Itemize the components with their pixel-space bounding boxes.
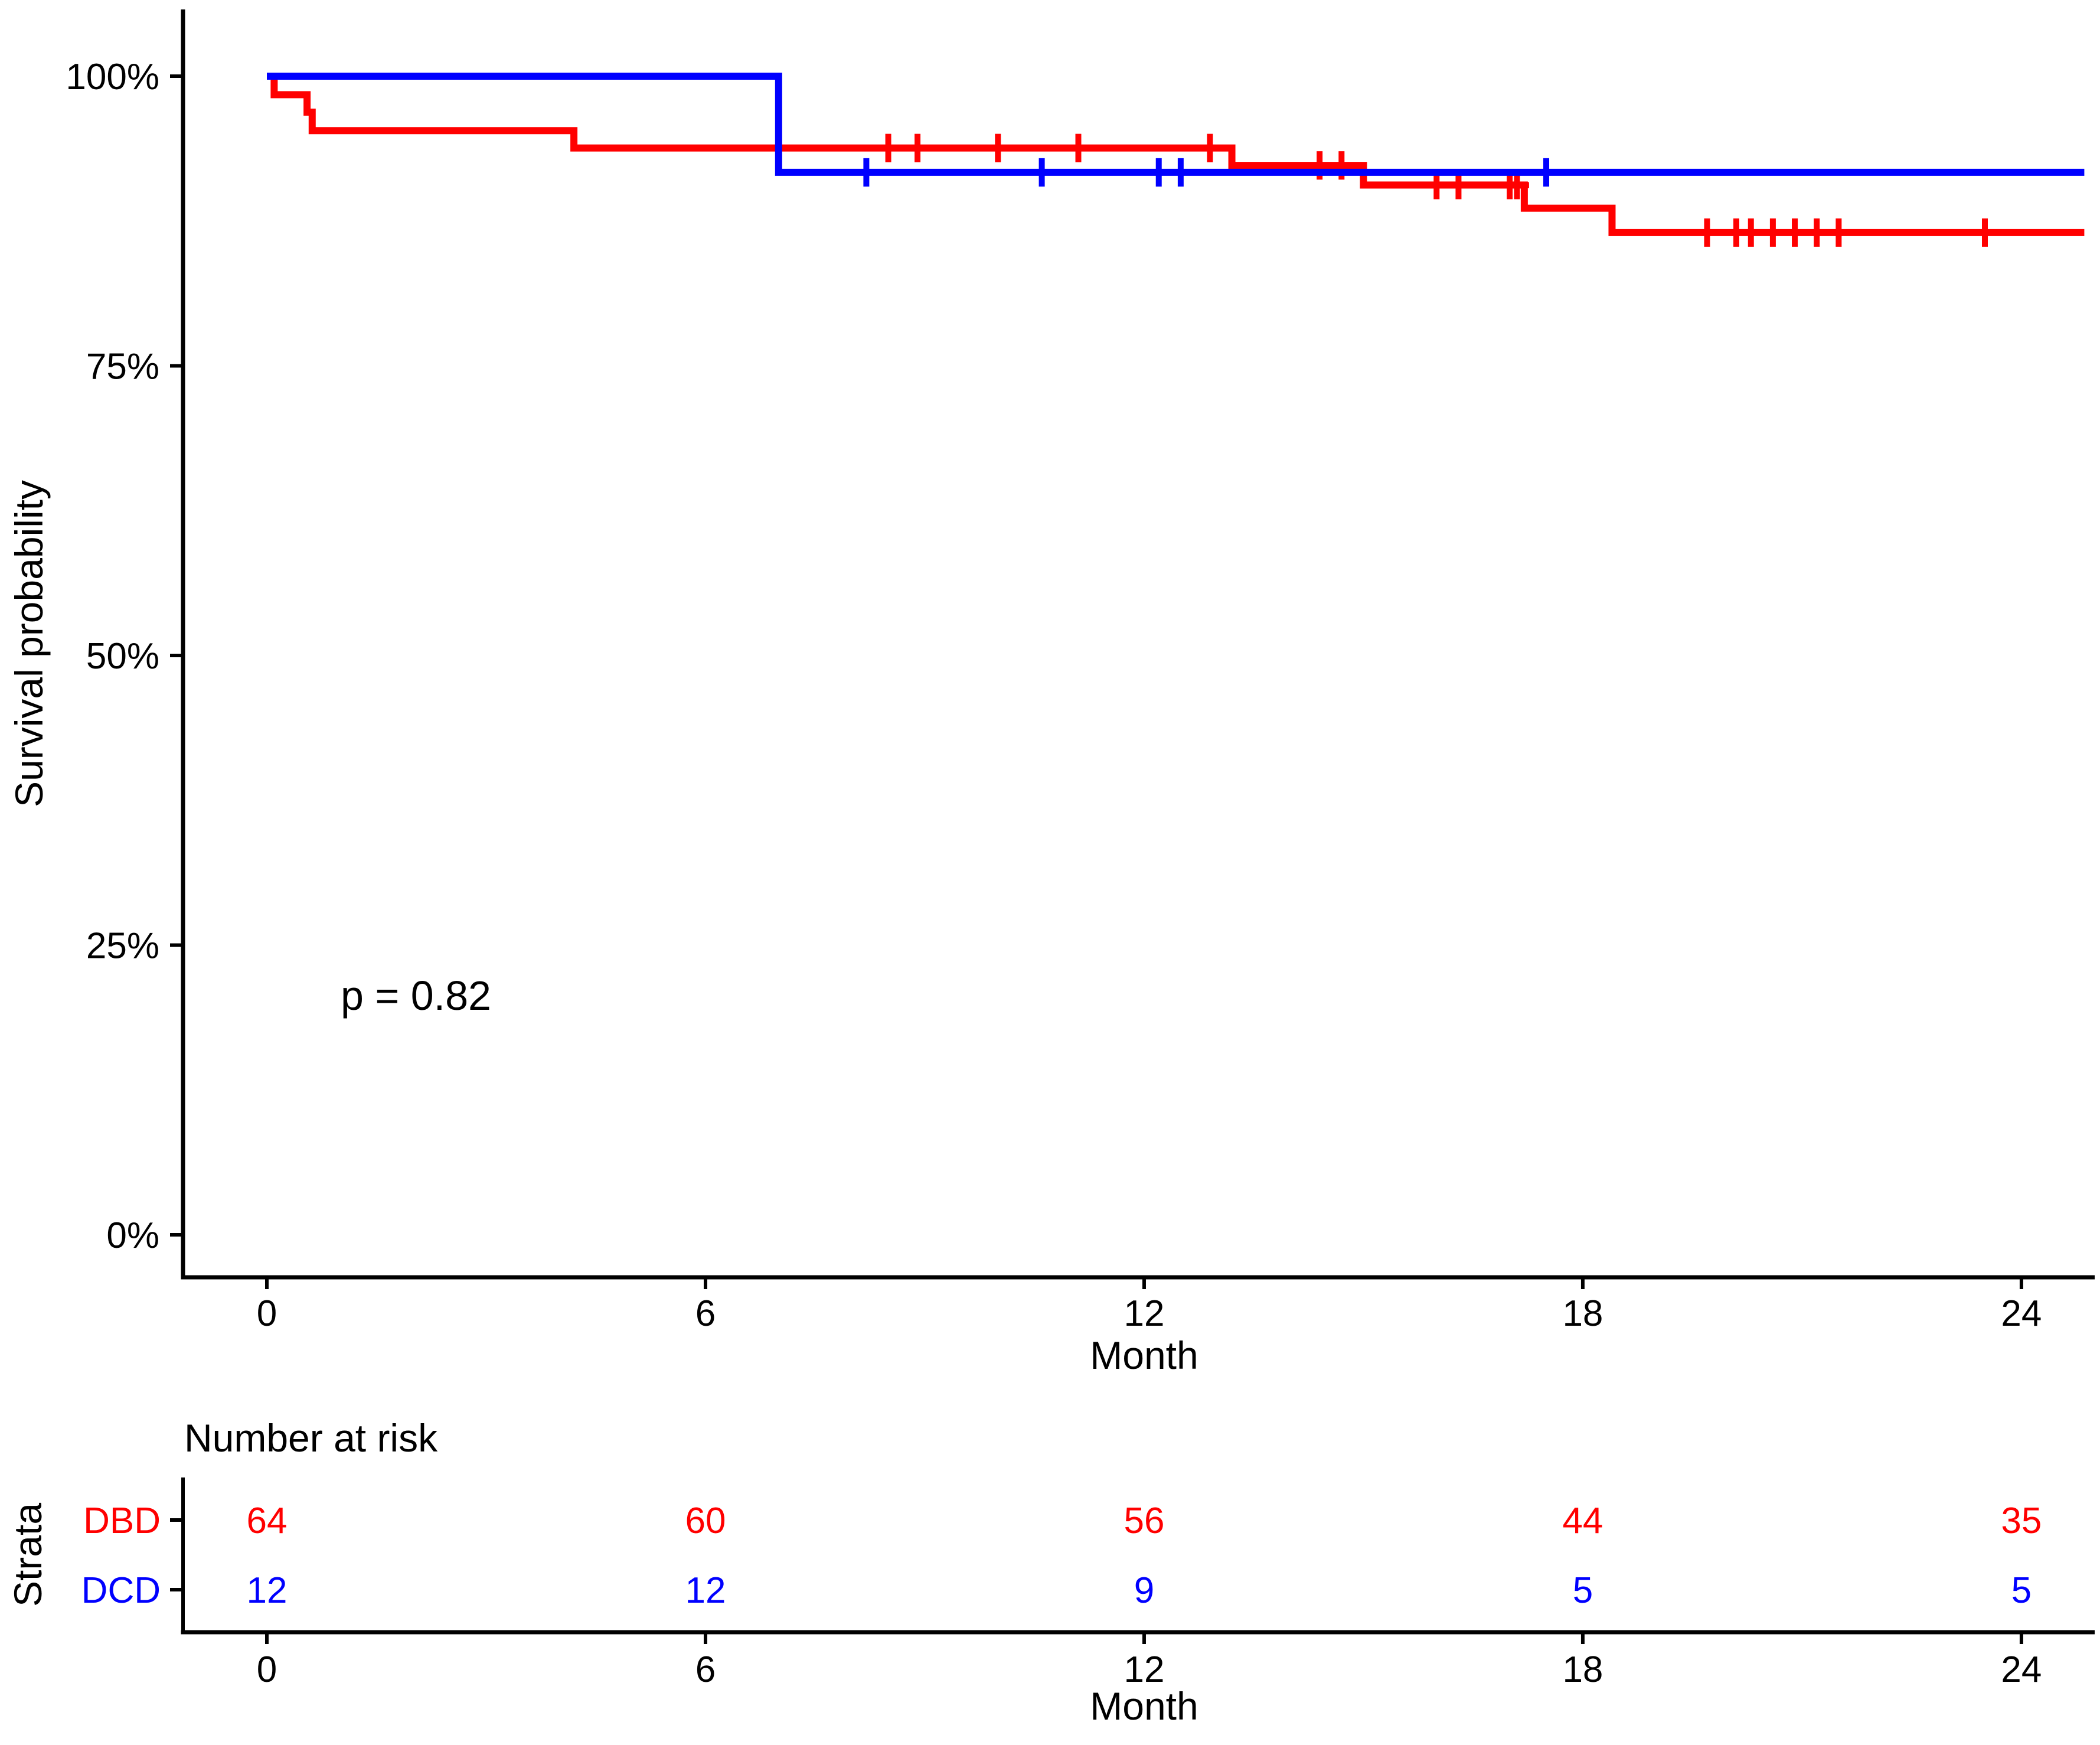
censor-mark-dcd [1168,158,1193,187]
censor-mark-dcd [854,158,878,187]
risk-table: DBD 64 60 56 44 35 DCD 12 12 9 5 5 0 6 12 18 24 [81,1477,2095,1690]
risk-count-dbd: 35 [2001,1501,2042,1541]
censor-mark-dbd [1066,133,1090,162]
y-axis-title: Survival probability [7,480,51,807]
series-dbd [267,73,2085,247]
y-tick-label: 0% [106,1215,159,1256]
censor-mark-dbd [1198,133,1222,162]
y-tick-label: 100% [66,57,159,97]
survival-curve-dcd [267,73,2085,176]
risk-x-tick-label: 24 [2001,1649,2042,1690]
risk-count-dbd: 60 [685,1501,726,1541]
censor-mark-dbd [1739,218,1763,247]
censor-mark-dbd [1804,218,1829,247]
x-tick-label: 6 [695,1293,716,1334]
censor-mark-dcd [1030,158,1054,187]
x-tick-label: 24 [2001,1293,2042,1334]
risk-x-tick-label: 12 [1124,1649,1164,1690]
x-tick-label: 18 [1562,1293,1603,1334]
p-value-annotation: p = 0.82 [341,973,491,1019]
survival-curves [267,73,2085,247]
risk-table-title: Number at risk [184,1416,438,1460]
y-tick-label: 25% [86,926,159,967]
censor-mark-dcd [1534,158,1559,187]
risk-row-label-dcd: DCD [81,1570,161,1611]
risk-x-tick-label: 0 [257,1649,277,1690]
risk-count-dcd: 5 [2011,1570,2032,1611]
risk-x-tick-label: 6 [695,1649,716,1690]
series-dcd [267,73,2085,187]
censor-mark-dbd [985,133,1010,162]
risk-count-dcd: 12 [685,1570,726,1611]
strata-axis-title: Strata [6,1503,50,1607]
censor-mark-dbd [905,133,930,162]
risk-x-axis-title: Month [1090,1684,1198,1728]
censor-mark-dbd [1761,218,1785,247]
x-tick-label: 12 [1124,1293,1164,1334]
risk-row-label-dbd: DBD [83,1501,161,1541]
censor-mark-dbd [1826,218,1851,247]
risk-count-dbd: 44 [1562,1501,1603,1541]
risk-count-dbd: 56 [1124,1501,1164,1541]
risk-count-dcd: 9 [1134,1570,1154,1611]
y-tick-label: 50% [86,636,159,677]
x-tick-label: 0 [257,1293,277,1334]
censor-mark-dbd [1695,218,1719,247]
censor-mark-dbd [876,133,900,162]
censor-mark-dbd [1972,218,1997,247]
main-plot-axes: 100% 75% 50% 25% 0% 0 6 12 18 24 [66,9,2095,1334]
risk-count-dcd: 12 [247,1570,288,1611]
risk-count-dbd: 64 [247,1501,288,1541]
censor-mark-dbd [1782,218,1807,247]
x-axis-title: Month [1090,1333,1198,1377]
survival-curve-dbd [267,73,2085,236]
censor-mark-dcd [1147,158,1171,187]
y-tick-label: 75% [86,347,159,387]
risk-count-dcd: 5 [1573,1570,1593,1611]
risk-x-tick-label: 18 [1562,1649,1603,1690]
